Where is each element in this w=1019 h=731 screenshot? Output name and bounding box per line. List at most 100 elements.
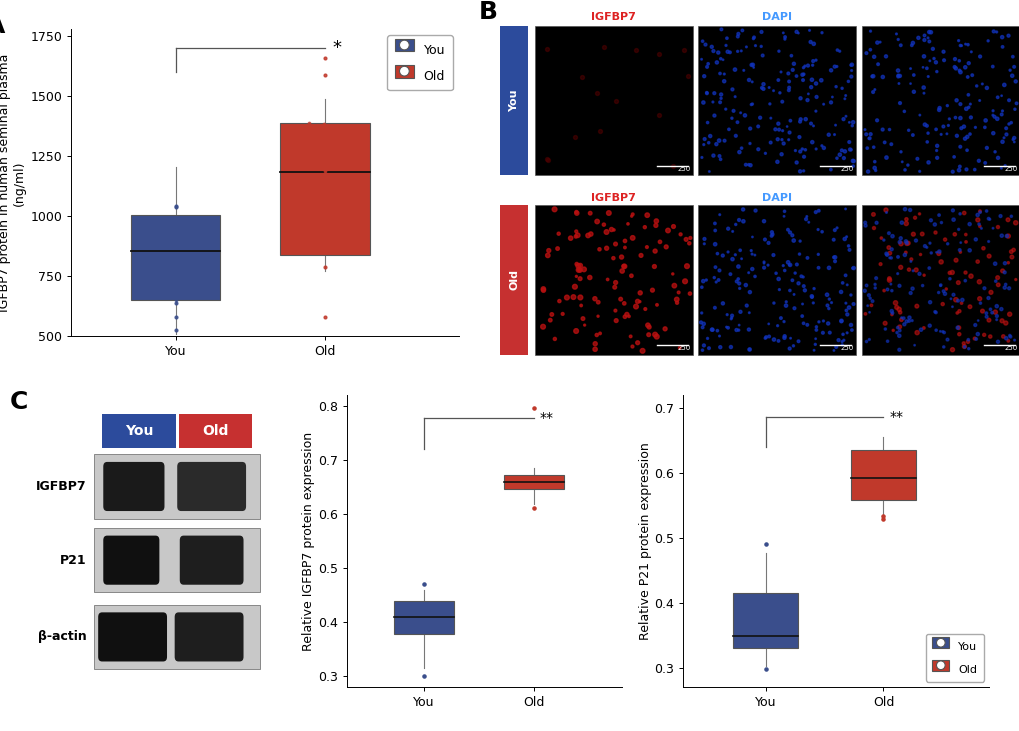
Point	[928, 140, 945, 151]
Point	[792, 145, 808, 157]
Point	[892, 306, 908, 318]
Point	[874, 71, 891, 83]
Point	[791, 165, 807, 177]
Point	[692, 317, 708, 328]
Point	[1000, 230, 1016, 242]
Point	[712, 88, 729, 100]
FancyBboxPatch shape	[177, 462, 246, 511]
Point	[768, 320, 785, 332]
Point	[830, 149, 847, 161]
Point	[607, 277, 624, 289]
Point	[984, 26, 1001, 37]
Point	[723, 113, 740, 124]
Point	[929, 248, 946, 260]
Point	[607, 315, 624, 327]
Point	[927, 124, 944, 135]
Point	[837, 270, 853, 281]
Point	[588, 87, 604, 99]
Point	[952, 237, 968, 249]
Point	[745, 31, 761, 43]
Point	[871, 37, 888, 48]
Point	[897, 246, 913, 258]
Point	[676, 45, 692, 56]
Point	[570, 260, 586, 272]
Point	[595, 219, 611, 230]
Point	[711, 209, 728, 221]
Point	[669, 287, 686, 298]
Text: 250: 250	[1003, 166, 1016, 172]
Point	[582, 228, 598, 240]
Point	[622, 330, 638, 342]
Point	[767, 268, 784, 279]
Point	[961, 98, 977, 110]
Point	[694, 276, 710, 287]
Point	[714, 298, 731, 309]
Point	[711, 96, 728, 108]
Point	[722, 312, 739, 324]
Point	[771, 87, 788, 99]
Point	[901, 312, 917, 324]
Point	[902, 256, 918, 268]
Point	[891, 330, 907, 341]
Point	[765, 333, 782, 345]
Bar	[534, 26, 692, 175]
Point	[988, 91, 1005, 103]
Point	[719, 322, 736, 333]
Point	[664, 221, 681, 232]
Point	[915, 30, 931, 42]
Point	[731, 283, 747, 295]
Point	[910, 268, 926, 280]
Text: 250: 250	[840, 345, 853, 351]
Point	[833, 145, 849, 156]
Point	[760, 330, 776, 342]
Point	[928, 152, 945, 164]
Point	[639, 209, 655, 221]
Point	[988, 113, 1005, 124]
Point	[948, 94, 964, 106]
Point	[865, 162, 881, 174]
Point	[977, 307, 994, 319]
Point	[996, 160, 1012, 172]
Point	[860, 333, 876, 345]
Point	[959, 334, 975, 346]
Point	[775, 330, 792, 342]
Point	[869, 58, 886, 70]
Point	[842, 59, 858, 71]
Point	[880, 247, 897, 259]
Point	[948, 130, 964, 142]
Point	[922, 247, 938, 259]
Point	[749, 143, 765, 155]
Point	[860, 306, 876, 318]
Point	[834, 328, 850, 340]
Point	[877, 50, 894, 62]
Point	[857, 129, 873, 140]
Text: **: **	[889, 411, 903, 425]
Point	[839, 327, 855, 338]
Point	[744, 263, 760, 275]
Point	[890, 77, 906, 89]
Point	[993, 162, 1009, 174]
FancyBboxPatch shape	[98, 613, 167, 662]
Point	[710, 265, 727, 276]
Point	[776, 34, 793, 45]
Point	[996, 281, 1012, 293]
Point	[880, 124, 897, 135]
Point	[946, 229, 962, 240]
Legend: You, Old: You, Old	[925, 635, 983, 681]
Point	[769, 273, 786, 285]
Point	[704, 150, 720, 162]
Point	[950, 322, 966, 333]
Point	[780, 257, 796, 268]
Point	[960, 57, 976, 69]
Point	[841, 136, 857, 148]
Point	[998, 333, 1014, 344]
Point	[941, 113, 957, 125]
Y-axis label: Relative IGFBP7 protein expression: Relative IGFBP7 protein expression	[302, 431, 315, 651]
Point	[861, 132, 877, 144]
Point	[776, 31, 793, 43]
Point	[908, 153, 924, 164]
Point	[827, 81, 844, 93]
Point	[878, 284, 895, 295]
Point	[568, 270, 584, 282]
Point	[959, 71, 975, 83]
